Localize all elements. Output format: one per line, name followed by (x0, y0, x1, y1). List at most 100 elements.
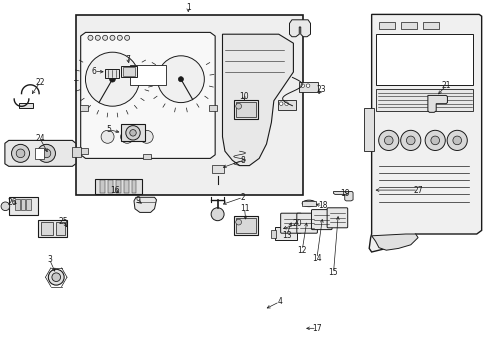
Circle shape (384, 136, 392, 145)
Bar (15, 199, 20, 210)
Ellipse shape (425, 24, 444, 33)
Circle shape (109, 76, 115, 82)
Text: 23: 23 (316, 85, 326, 94)
Circle shape (117, 35, 122, 40)
Ellipse shape (211, 163, 224, 167)
Text: 3: 3 (47, 255, 52, 264)
Circle shape (284, 102, 288, 105)
Circle shape (279, 102, 283, 105)
Bar (271, 230, 276, 238)
Text: 17: 17 (311, 324, 321, 333)
Bar (364, 108, 373, 151)
Text: 13: 13 (281, 231, 291, 240)
Text: 11: 11 (239, 203, 249, 212)
Ellipse shape (302, 200, 315, 207)
Bar (123, 180, 128, 193)
Circle shape (430, 136, 439, 145)
Bar (26, 199, 31, 210)
Polygon shape (81, 32, 215, 158)
Circle shape (121, 130, 133, 143)
Bar (302, 201, 315, 206)
Circle shape (446, 130, 467, 150)
Text: 15: 15 (328, 269, 338, 277)
Bar (56, 222, 64, 235)
Bar (121, 124, 144, 141)
Bar (76, 15, 303, 195)
Circle shape (88, 35, 93, 40)
Text: 18: 18 (317, 201, 327, 210)
FancyBboxPatch shape (280, 213, 301, 233)
Text: 25: 25 (59, 217, 68, 226)
Bar (129, 65, 166, 85)
Polygon shape (134, 197, 156, 212)
Text: 4: 4 (277, 297, 282, 306)
Bar (38, 220, 67, 237)
Bar (131, 180, 136, 193)
Text: 16: 16 (110, 186, 120, 194)
FancyBboxPatch shape (311, 210, 331, 230)
Circle shape (95, 35, 100, 40)
Circle shape (140, 130, 153, 143)
Bar (233, 216, 258, 235)
Text: 7: 7 (125, 55, 130, 64)
Polygon shape (222, 34, 293, 166)
Bar (123, 67, 135, 76)
Bar (142, 154, 150, 159)
Bar (80, 105, 88, 111)
Text: 22: 22 (35, 77, 45, 86)
Circle shape (305, 84, 309, 87)
Bar (236, 218, 255, 233)
FancyBboxPatch shape (326, 208, 347, 228)
Circle shape (178, 77, 183, 82)
Text: 12: 12 (297, 246, 306, 255)
Circle shape (300, 84, 304, 87)
Polygon shape (427, 95, 447, 112)
Ellipse shape (211, 167, 224, 178)
Bar (100, 180, 105, 193)
Bar (422, 22, 438, 29)
Bar (400, 22, 416, 29)
Circle shape (16, 149, 25, 158)
Circle shape (101, 130, 114, 143)
Text: 1: 1 (185, 3, 190, 12)
Text: 24: 24 (35, 134, 45, 143)
Text: 20: 20 (292, 219, 302, 228)
Bar (80, 148, 88, 154)
Text: 9: 9 (135, 197, 140, 205)
Bar (274, 227, 296, 240)
Circle shape (452, 136, 461, 145)
Bar (108, 180, 113, 193)
Circle shape (102, 35, 107, 40)
Circle shape (157, 56, 204, 103)
Circle shape (406, 136, 414, 145)
Bar (208, 105, 216, 111)
Polygon shape (371, 234, 417, 250)
Bar (9, 197, 38, 215)
Text: 26: 26 (7, 198, 17, 207)
Bar (20, 199, 25, 210)
Circle shape (235, 103, 241, 109)
Circle shape (378, 130, 398, 150)
Text: 8: 8 (240, 156, 245, 165)
Circle shape (52, 273, 61, 282)
Bar (375, 34, 472, 85)
Bar (105, 69, 119, 78)
Circle shape (85, 52, 139, 106)
Circle shape (124, 35, 129, 40)
Polygon shape (289, 20, 310, 37)
Circle shape (110, 35, 115, 40)
Text: 19: 19 (340, 189, 349, 198)
Bar (95, 179, 142, 194)
Text: 2: 2 (240, 193, 245, 202)
Bar (211, 165, 224, 173)
Circle shape (38, 144, 55, 162)
Circle shape (42, 149, 51, 158)
Bar (72, 147, 81, 157)
Bar (277, 100, 296, 110)
Bar (375, 89, 472, 111)
Circle shape (129, 130, 136, 136)
Polygon shape (368, 14, 481, 252)
Bar (233, 100, 258, 119)
Circle shape (12, 144, 29, 162)
Circle shape (211, 208, 224, 221)
